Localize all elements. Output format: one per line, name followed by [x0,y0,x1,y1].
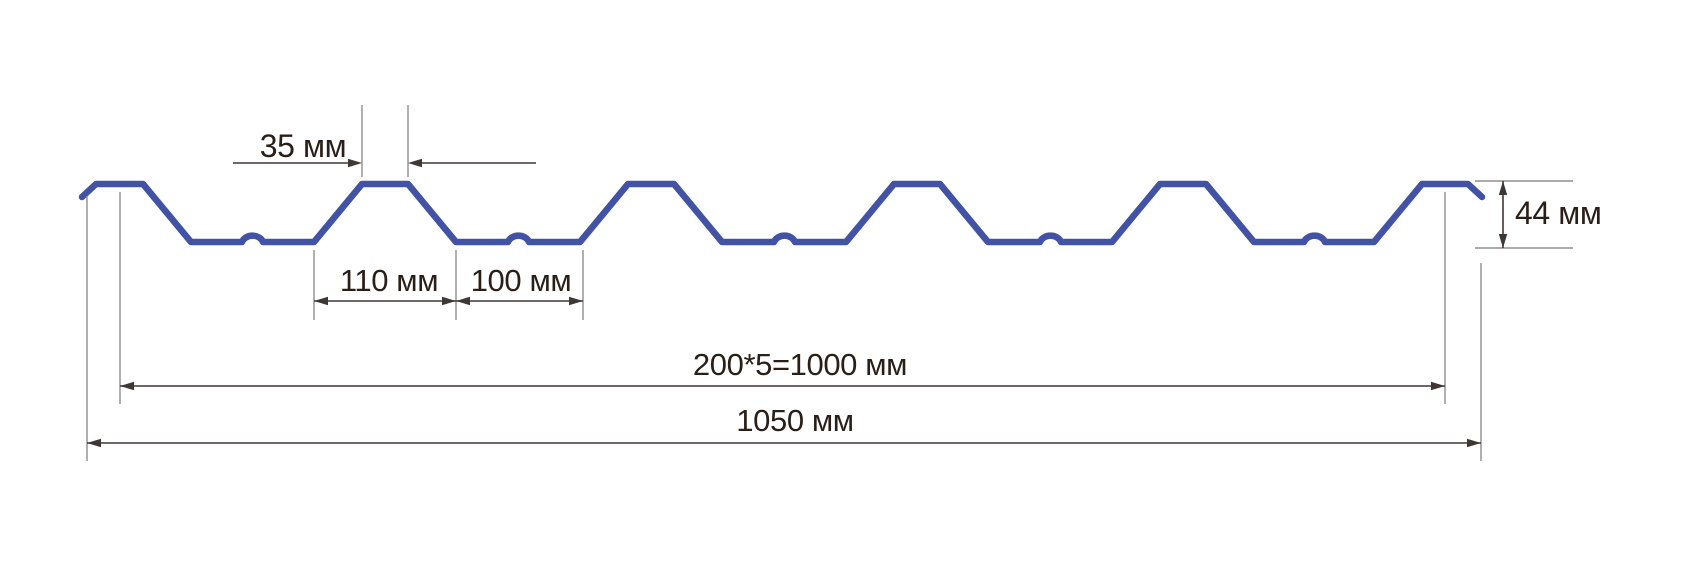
arrowhead-right-icon [569,296,583,306]
dim-overall-width: 1050 мм [86,196,1482,461]
dim-rib-bottom-width: 110 мм [313,250,457,320]
dim-label-rib-bottom: 110 мм [340,263,438,298]
arrowhead-left-icon [314,296,328,306]
dim-valley-width: 100 мм [456,250,584,320]
dim-label-crest-width: 35 мм [260,128,347,164]
dim-label-valley: 100 мм [471,263,572,298]
arrowhead-right-icon [1467,438,1481,448]
dim-label-working-width: 200*5=1000 мм [693,347,907,382]
arrowhead-down-icon [1498,234,1508,248]
sheet-profile-outline [78,180,1486,246]
arrowhead-up-icon [1498,181,1508,195]
arrowhead-right-icon [1431,381,1445,391]
dim-working-width: 200*5=1000 мм [119,192,1446,404]
dim-label-overall-width: 1050 мм [736,403,853,438]
arrowhead-right-icon [442,296,456,306]
arrowhead-left-icon [120,381,134,391]
arrowhead-right-icon [348,158,362,168]
arrowhead-left-icon [408,158,422,168]
dim-crest-width: 35 мм [233,105,536,177]
dim-label-height: 44 мм [1515,195,1602,231]
dim-profile-height: 44 мм [1475,180,1602,249]
arrowhead-left-icon [87,438,101,448]
arrowhead-left-icon [456,296,470,306]
